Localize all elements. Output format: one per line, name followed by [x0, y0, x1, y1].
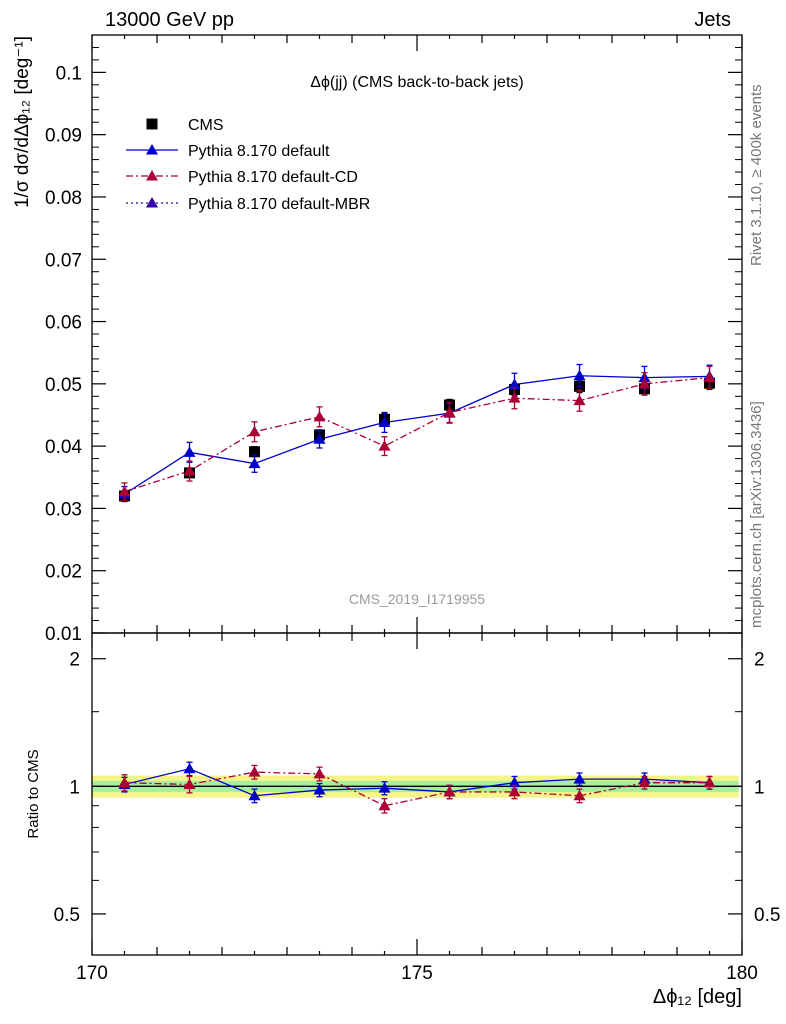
triangle-marker: [313, 784, 326, 795]
triangle-marker: [378, 416, 391, 427]
triangle-marker: [183, 762, 196, 774]
y-tick-label: 0.1: [56, 63, 82, 84]
y-tick-label: 0.05: [45, 375, 82, 396]
triangle-marker: [248, 789, 261, 801]
triangle-marker: [508, 392, 521, 403]
legend-label: CMS: [188, 117, 224, 134]
legend-label: Pythia 8.170 default: [188, 143, 330, 160]
triangle-marker: [638, 776, 651, 788]
triangle-marker: [146, 170, 158, 181]
watermark: CMS_2019_I1719955: [349, 591, 485, 607]
header-right: Jets: [694, 9, 731, 31]
triangle-marker: [183, 778, 196, 789]
triangle-marker: [573, 789, 586, 801]
triangle-marker: [573, 394, 586, 406]
ratio-layer: [118, 761, 716, 814]
y-tick-label: 0.02: [45, 562, 82, 583]
triangle-marker: [183, 465, 196, 476]
ratio-axis-label: Ratio to CMS: [25, 749, 42, 838]
series-line: [124, 375, 710, 495]
triangle-marker: [378, 440, 391, 451]
legend-entry: CMS: [146, 117, 224, 134]
triangle-marker: [146, 197, 158, 208]
ratio-y-tick-label-right: 0.5: [754, 905, 780, 926]
y-tick-label: 0.06: [45, 313, 82, 334]
y-tick-label: 0.01: [45, 624, 82, 645]
legend-entry: Pythia 8.170 default-MBR: [126, 196, 370, 213]
triangle-marker: [313, 433, 326, 444]
triangle-marker: [378, 782, 391, 793]
triangle-marker: [573, 369, 586, 381]
legend-entry: Pythia 8.170 default-CD: [126, 169, 358, 186]
triangle-marker: [508, 378, 521, 389]
legend-marker: [146, 118, 158, 130]
triangle-marker: [443, 785, 456, 797]
triangle-marker: [313, 767, 326, 779]
x-tick-label: 170: [76, 963, 108, 984]
triangle-marker: [703, 776, 716, 788]
ratio-y-tick-label: 2: [69, 650, 80, 671]
y-tick-label: 0.03: [45, 499, 82, 520]
x-tick-label: 180: [726, 963, 758, 984]
triangle-marker: [638, 377, 651, 389]
y-axis-label: 1/σ dσ/dΔϕ₁₂ [deg⁻¹]: [12, 36, 33, 208]
triangle-marker: [508, 785, 521, 797]
header-left: 13000 GeV pp: [105, 9, 234, 31]
y-tick-label: 0.09: [45, 126, 82, 147]
y-tick-label: 0.08: [45, 188, 82, 209]
legend-label: Pythia 8.170 default-MBR: [188, 196, 370, 213]
triangle-marker: [703, 371, 716, 383]
triangle-marker: [313, 410, 326, 422]
triangle-marker: [573, 773, 586, 784]
triangle-marker: [248, 457, 261, 469]
ratio-y-tick-label-right: 2: [754, 650, 765, 671]
y-tick-label: 0.07: [45, 250, 82, 271]
ratio-line: [124, 771, 710, 807]
data-point: [249, 446, 260, 458]
triangle-marker: [508, 776, 521, 788]
triangle-marker: [118, 776, 131, 788]
triangle-marker: [146, 144, 158, 155]
ratio-line: [124, 768, 710, 797]
triangle-marker: [183, 446, 196, 457]
legend-entry: Pythia 8.170 default: [126, 143, 330, 160]
legend-label: Pythia 8.170 default-CD: [188, 169, 358, 186]
x-axis-label: Δϕ₁₂ [deg]: [653, 986, 742, 1008]
triangle-marker: [118, 485, 131, 497]
main-panel: Δϕ(jj) (CMS back-to-back jets) CMS_2019_I…: [12, 34, 743, 645]
y-tick-label: 0.04: [45, 437, 82, 458]
triangle-marker: [378, 799, 391, 811]
ratio-y-tick-label: 1: [69, 777, 80, 798]
ratio-y-tick-label-right: 1: [754, 777, 765, 798]
triangle-marker: [443, 406, 456, 417]
triangle-marker: [248, 425, 261, 437]
ratio-y-tick-label: 0.5: [54, 905, 80, 926]
triangle-marker: [248, 766, 261, 777]
series-line: [124, 376, 710, 493]
x-tick-label: 175: [401, 963, 433, 984]
chart-title: Δϕ(jj) (CMS back-to-back jets): [310, 74, 523, 91]
data-layer: [118, 363, 716, 503]
